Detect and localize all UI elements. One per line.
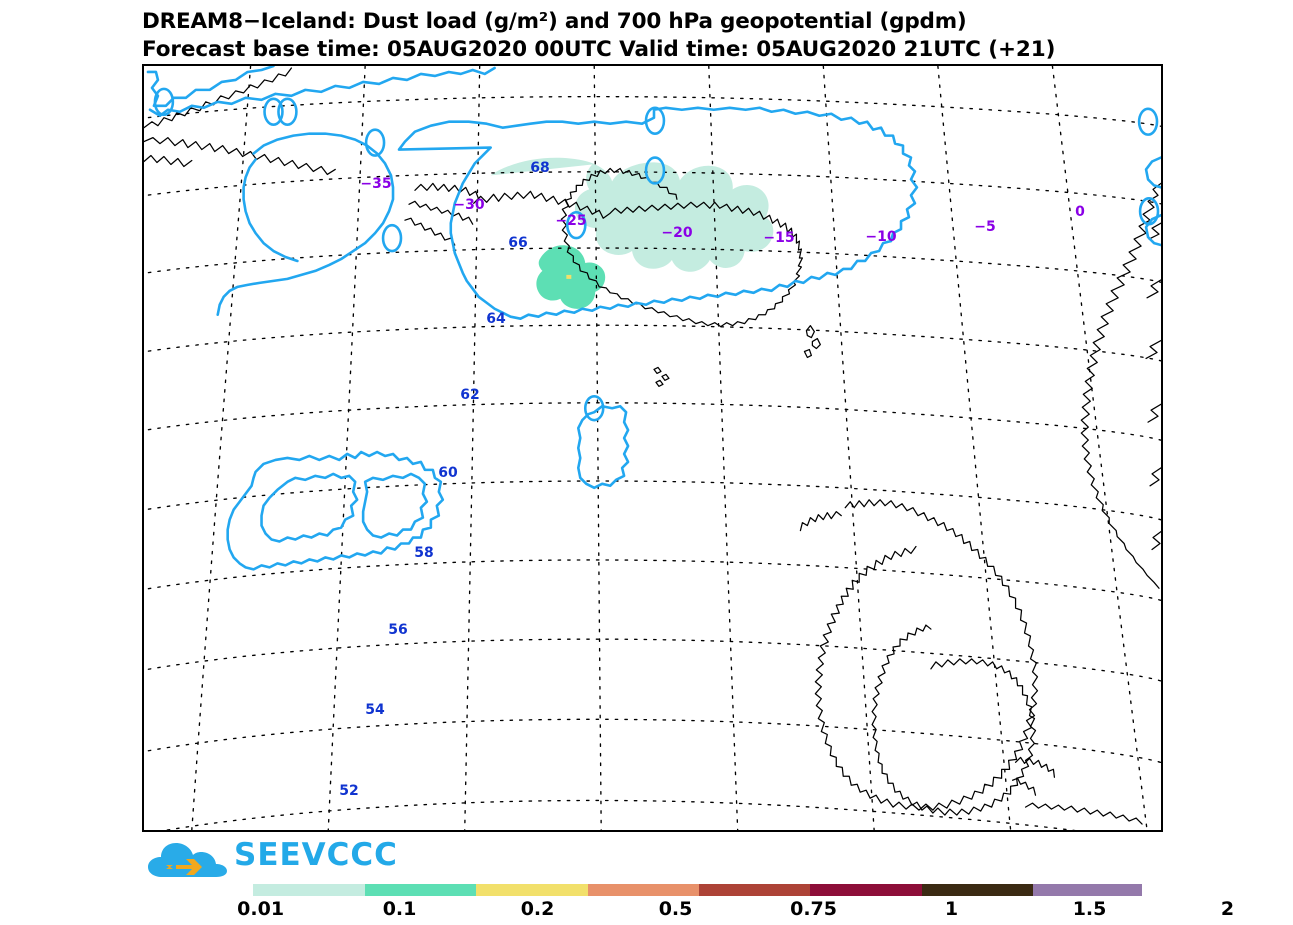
contour-north-outer bbox=[146, 66, 496, 118]
lon-label: −20 bbox=[661, 225, 693, 241]
colorbar-tick-label: 1.5 bbox=[1072, 898, 1107, 920]
coastline-scotland bbox=[799, 499, 1039, 811]
colorbar-strip bbox=[222, 884, 1143, 896]
parallel-62 bbox=[144, 324, 1161, 362]
dust-band-02-05 bbox=[566, 274, 572, 279]
dust-band-001-01 bbox=[490, 157, 774, 272]
coastline-norway bbox=[1080, 182, 1161, 589]
parallel-52 bbox=[144, 718, 1161, 764]
contour-center-3 bbox=[277, 97, 298, 126]
lon-label: 0 bbox=[1075, 204, 1085, 220]
colorbar-tick-label: 1 bbox=[944, 898, 959, 920]
lon-label: −15 bbox=[763, 230, 795, 246]
parallel-50 bbox=[163, 799, 1076, 830]
lat-label: 68 bbox=[530, 160, 550, 176]
contour-center-9 bbox=[1137, 107, 1159, 136]
colorbar-segment bbox=[476, 884, 588, 896]
cloud-icon bbox=[148, 843, 227, 877]
colorbar-tick-labels: 0.01 0.1 0.2 0.5 0.75 1 1.5 2 bbox=[222, 898, 1234, 924]
seevccc-logo[interactable]: SEEVCCC bbox=[146, 835, 397, 879]
contour-center-5 bbox=[644, 156, 666, 185]
colorbar-segment bbox=[921, 884, 1033, 896]
parallel-58 bbox=[144, 480, 1161, 521]
title-line-1: DREAM8−Iceland: Dust load (g/m²) and 700… bbox=[142, 9, 967, 34]
logo-text: SEEVCCC bbox=[234, 837, 398, 873]
contour-center-10 bbox=[1138, 197, 1160, 226]
parallel-60 bbox=[144, 402, 1161, 441]
lat-label: 52 bbox=[339, 783, 359, 799]
lon-label: −5 bbox=[974, 219, 996, 235]
colorbar-tick-label: 2 bbox=[1220, 898, 1235, 920]
colorbar-tick-label: 0.1 bbox=[382, 898, 417, 920]
colorbar-legend: 0.01 0.1 0.2 0.5 0.75 1 1.5 2 bbox=[222, 884, 1234, 924]
colorbar-segment bbox=[810, 884, 922, 896]
chart-title-block: DREAM8−Iceland: Dust load (g/m²) and 700… bbox=[142, 8, 1292, 65]
lat-label: 54 bbox=[365, 702, 385, 718]
meridian-m25 bbox=[464, 66, 481, 830]
parallel-54 bbox=[144, 638, 1161, 682]
coastline-wales bbox=[1011, 756, 1056, 796]
meridian-m5 bbox=[937, 66, 1012, 830]
title-line-2: Forecast base time: 05AUG2020 00UTC Vali… bbox=[142, 37, 1056, 63]
lat-label: 58 bbox=[414, 545, 434, 561]
colorbar-segment bbox=[699, 884, 811, 896]
contour-uk-block bbox=[226, 450, 445, 571]
lon-label: −35 bbox=[360, 176, 392, 192]
parallel-66 bbox=[144, 171, 1161, 205]
colorbar-tick-label: 0.5 bbox=[658, 898, 693, 920]
coastline-shetland bbox=[803, 325, 821, 359]
colorbar-tick-label: 0.01 bbox=[237, 898, 285, 920]
meridian-0 bbox=[1051, 66, 1148, 830]
map-canvas bbox=[144, 66, 1161, 830]
colorbar-segment bbox=[222, 884, 254, 896]
contour-center-6 bbox=[364, 128, 386, 157]
dust-load-shading bbox=[490, 157, 774, 309]
colorbar-segment bbox=[253, 884, 366, 896]
coastline-greenland bbox=[144, 67, 336, 176]
contour-center-8 bbox=[566, 210, 587, 240]
colorbar-segment bbox=[587, 884, 700, 896]
contour-uk-inner bbox=[260, 472, 429, 543]
lon-label: −25 bbox=[555, 213, 587, 229]
meridian-m35 bbox=[191, 66, 252, 830]
lat-label: 56 bbox=[388, 622, 408, 638]
meridian-m10 bbox=[822, 66, 875, 830]
parallel-56 bbox=[144, 559, 1161, 602]
contour-faroe-closed bbox=[576, 404, 630, 490]
geopotential-contours bbox=[146, 66, 1161, 571]
lat-label: 62 bbox=[460, 387, 480, 403]
coastline-ireland bbox=[871, 624, 1037, 816]
map-panel[interactable]: −35 −30 −25 −20 −15 −10 −5 0 5 68 66 64 … bbox=[142, 64, 1163, 832]
coastline-faroe bbox=[653, 366, 670, 387]
contour-center-7 bbox=[381, 223, 403, 253]
coastline-iceland bbox=[473, 167, 804, 328]
coastline-south-england bbox=[1024, 802, 1143, 825]
parallel-64 bbox=[144, 247, 1161, 283]
lon-label: −10 bbox=[865, 229, 897, 245]
lat-label: 60 bbox=[438, 465, 458, 481]
contour-center-1 bbox=[153, 87, 175, 117]
parallel-68 bbox=[144, 95, 1161, 128]
contour-faroe-center bbox=[583, 394, 605, 422]
contour-northeast bbox=[1144, 156, 1161, 247]
contour-center-2 bbox=[263, 97, 284, 126]
lat-label: 66 bbox=[508, 235, 528, 251]
contour-greenland-arc bbox=[216, 132, 395, 316]
lat-label: 64 bbox=[486, 311, 506, 327]
contour-iceland-ring bbox=[397, 106, 919, 320]
coastlines bbox=[144, 67, 1161, 825]
coastline-iceland-westfjords bbox=[404, 182, 480, 246]
colorbar-segment bbox=[1032, 884, 1143, 896]
colorbar-tick-label: 0.2 bbox=[520, 898, 555, 920]
lon-label: −30 bbox=[453, 197, 485, 213]
colorbar-segment bbox=[365, 884, 477, 896]
colorbar-tick-label: 0.75 bbox=[790, 898, 837, 920]
